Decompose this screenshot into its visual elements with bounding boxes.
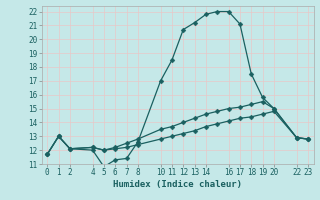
X-axis label: Humidex (Indice chaleur): Humidex (Indice chaleur) [113, 180, 242, 189]
